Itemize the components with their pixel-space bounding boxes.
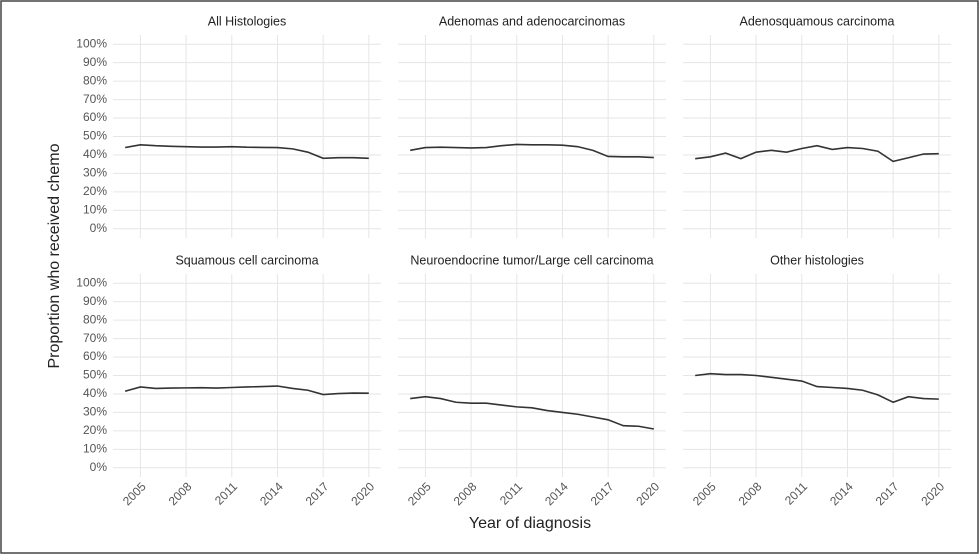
y-tick-label: 30% [83, 405, 107, 419]
y-tick-label: 10% [83, 202, 107, 216]
facet-title: Neuroendocrine tumor/Large cell carcinom… [410, 253, 653, 267]
y-tick-label: 90% [83, 294, 107, 308]
line [695, 372, 939, 404]
line [410, 395, 654, 430]
y-tick-label: 100% [76, 275, 107, 289]
y-tick-label: 40% [83, 386, 107, 400]
line [124, 385, 369, 396]
facet-title: Other histologies [770, 253, 864, 267]
line [695, 144, 939, 163]
y-tick-label: 70% [83, 92, 107, 106]
facet-title: Squamous cell carcinoma [175, 253, 318, 267]
y-tick-label: 50% [83, 129, 107, 143]
y-tick-label: 0% [90, 460, 108, 474]
y-tick-label: 80% [83, 312, 107, 326]
y-tick-label: 60% [83, 349, 107, 363]
y-tick-label: 70% [83, 331, 107, 345]
y-tick-label: 40% [83, 147, 107, 161]
line [125, 144, 369, 160]
y-tick-label: 0% [90, 221, 108, 235]
y-tick-label: 20% [83, 184, 107, 198]
y-tick-label: 30% [83, 166, 107, 180]
x-axis-title: Year of diagnosis [469, 515, 591, 532]
y-tick-label: 50% [83, 368, 107, 382]
y-tick-label: 90% [83, 55, 107, 69]
facet-title: All Histologies [208, 14, 287, 28]
y-tick-label: 20% [83, 423, 107, 437]
y-axis-title: Proportion who received chemo [46, 143, 63, 368]
y-tick-label: 10% [83, 441, 107, 455]
facet-title: Adenosquamous carcinoma [740, 14, 895, 28]
facet-title: Adenomas and adenocarcinomas [439, 14, 625, 28]
y-tick-label: 60% [83, 110, 107, 124]
line [410, 143, 654, 159]
y-tick-label: 80% [83, 73, 107, 87]
y-tick-label: 100% [76, 36, 107, 50]
